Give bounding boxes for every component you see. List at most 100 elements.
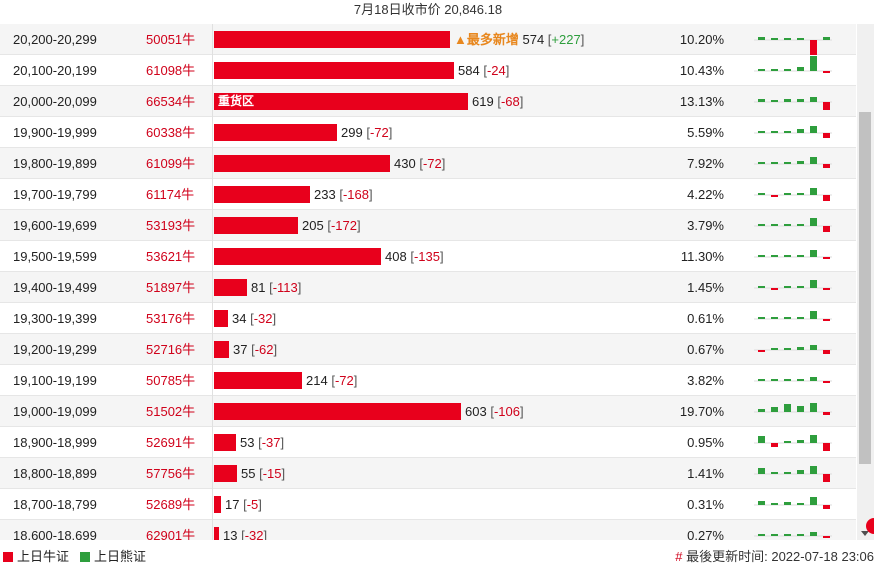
sparkline-bar xyxy=(810,218,817,226)
cbbc-code-link[interactable]: 51502牛 xyxy=(146,404,196,419)
percentage: 3.79% xyxy=(687,218,724,233)
sparkline-bar xyxy=(771,288,778,290)
sparkline-bar xyxy=(797,503,804,505)
sparkline-bar xyxy=(784,255,791,257)
percentage: 3.82% xyxy=(687,373,724,388)
sparkline-bar xyxy=(784,162,791,164)
sparkline-bar xyxy=(784,224,791,226)
cbbc-code-link[interactable]: 57756牛 xyxy=(146,466,196,481)
percentage: 0.31% xyxy=(687,497,724,512)
price-range: 18,700-18,799 xyxy=(13,497,97,512)
price-range: 20,000-20,099 xyxy=(13,94,97,109)
bar-value-label: 619 [-68] xyxy=(472,94,524,109)
scroll-down-arrow-icon[interactable] xyxy=(861,531,869,536)
cbbc-code-link[interactable]: 66534牛 xyxy=(146,94,196,109)
history-sparkline xyxy=(754,435,832,451)
change-value: -72 xyxy=(422,156,442,171)
sparkline-bar xyxy=(810,126,817,133)
cbbc-code-link[interactable]: 61099牛 xyxy=(146,156,196,171)
quantity-bar xyxy=(214,279,247,296)
cbbc-code-link[interactable]: 61098牛 xyxy=(146,63,196,78)
sparkline-bar xyxy=(771,195,778,197)
sparkline-bar xyxy=(823,102,830,110)
scrollbar-thumb[interactable] xyxy=(859,112,871,464)
bar-value-label: ▲最多新增 574 [+227] xyxy=(454,32,585,47)
sparkline-bar xyxy=(797,161,804,164)
sparkline-bar xyxy=(823,37,830,40)
floating-action-icon[interactable] xyxy=(866,518,874,534)
sparkline-bar xyxy=(810,532,817,536)
cbbc-code-link[interactable]: 50785牛 xyxy=(146,373,196,388)
cbbc-code-link[interactable]: 61174牛 xyxy=(146,187,195,202)
cbbc-code-link[interactable]: 52689牛 xyxy=(146,497,196,512)
table-row: 19,100-19,199 50785牛 214 [-72] 3.82% xyxy=(0,365,856,396)
percentage: 5.59% xyxy=(687,125,724,140)
quantity-bar xyxy=(214,217,298,234)
bar-value: 34 xyxy=(232,311,251,326)
sparkline-bar xyxy=(758,224,765,226)
sparkline-bar xyxy=(784,69,791,71)
sparkline-bar xyxy=(810,250,817,257)
price-range: 19,400-19,499 xyxy=(13,280,97,295)
bar-value: 53 xyxy=(240,435,259,450)
cbbc-code-link[interactable]: 53621牛 xyxy=(146,249,196,264)
sparkline-bar xyxy=(784,502,791,505)
legend-bear: 上日熊证 xyxy=(80,546,146,567)
history-sparkline xyxy=(754,403,832,415)
change-value: -72 xyxy=(334,373,354,388)
sparkline-bar xyxy=(810,97,817,102)
sparkline-bar xyxy=(823,319,830,321)
sparkline-bar xyxy=(758,255,765,257)
legend: 上日牛证 上日熊证 # 最後更新时间: 2022-07-18 23:06 xyxy=(0,546,874,567)
cbbc-code-link[interactable]: 53193牛 xyxy=(146,218,196,233)
sparkline-bar xyxy=(758,193,765,195)
sparkline-bar xyxy=(771,317,778,319)
sparkline-bar xyxy=(810,56,817,71)
cbbc-code-link[interactable]: 52716牛 xyxy=(146,342,196,357)
vertical-scrollbar[interactable] xyxy=(857,24,874,540)
sparkline-bar xyxy=(758,350,765,352)
sparkline-bar xyxy=(823,288,830,290)
sparkline-bar xyxy=(797,317,804,319)
history-sparkline xyxy=(754,188,832,201)
sparkline-bar xyxy=(810,311,817,319)
bar-value: 13 xyxy=(223,528,242,540)
sparkline-bar xyxy=(784,472,791,474)
sparkline-bar xyxy=(823,164,830,168)
cbbc-code-link[interactable]: 52691牛 xyxy=(146,435,196,450)
bar-value-label: 17 [-5] xyxy=(225,497,262,512)
sparkline-bar xyxy=(771,224,778,226)
sparkline-bar xyxy=(784,193,791,195)
bar-value-label: 408 [-135] xyxy=(385,249,444,264)
sparkline-bar xyxy=(771,503,778,505)
cbbc-code-link[interactable]: 51897牛 xyxy=(146,280,196,295)
bar-value: 574 xyxy=(522,32,548,47)
price-range: 19,900-19,999 xyxy=(13,125,97,140)
bar-value: 233 xyxy=(314,187,340,202)
quantity-bar xyxy=(214,434,236,451)
sparkline-bar xyxy=(797,534,804,536)
price-range: 19,800-19,899 xyxy=(13,156,97,171)
cbbc-code-link[interactable]: 53176牛 xyxy=(146,311,196,326)
last-update-text: 最後更新时间: 2022-07-18 23:06 xyxy=(686,549,874,564)
quantity-bar xyxy=(214,465,237,482)
sparkline-bar xyxy=(758,436,765,443)
percentage: 7.92% xyxy=(687,156,724,171)
sparkline-bar xyxy=(810,345,817,350)
sparkline-bar xyxy=(810,435,817,443)
change-value: -24 xyxy=(486,63,506,78)
cbbc-code-link[interactable]: 50051牛 xyxy=(146,32,196,47)
heavy-zone-label: 重货区 xyxy=(218,94,255,108)
bar-value: 55 xyxy=(241,466,260,481)
sparkline-bar xyxy=(823,505,830,509)
cbbc-code-link[interactable]: 60338牛 xyxy=(146,125,196,140)
history-sparkline xyxy=(754,311,832,321)
percentage: 0.61% xyxy=(687,311,724,326)
sparkline-bar xyxy=(823,381,830,383)
legend-bull-label: 上日牛证 xyxy=(17,549,70,564)
bar-value: 299 xyxy=(341,125,367,140)
history-sparkline xyxy=(754,345,832,354)
sparkline-bar xyxy=(758,37,765,40)
cbbc-code-link[interactable]: 62901牛 xyxy=(146,528,196,540)
sparkline-bar xyxy=(823,474,830,482)
